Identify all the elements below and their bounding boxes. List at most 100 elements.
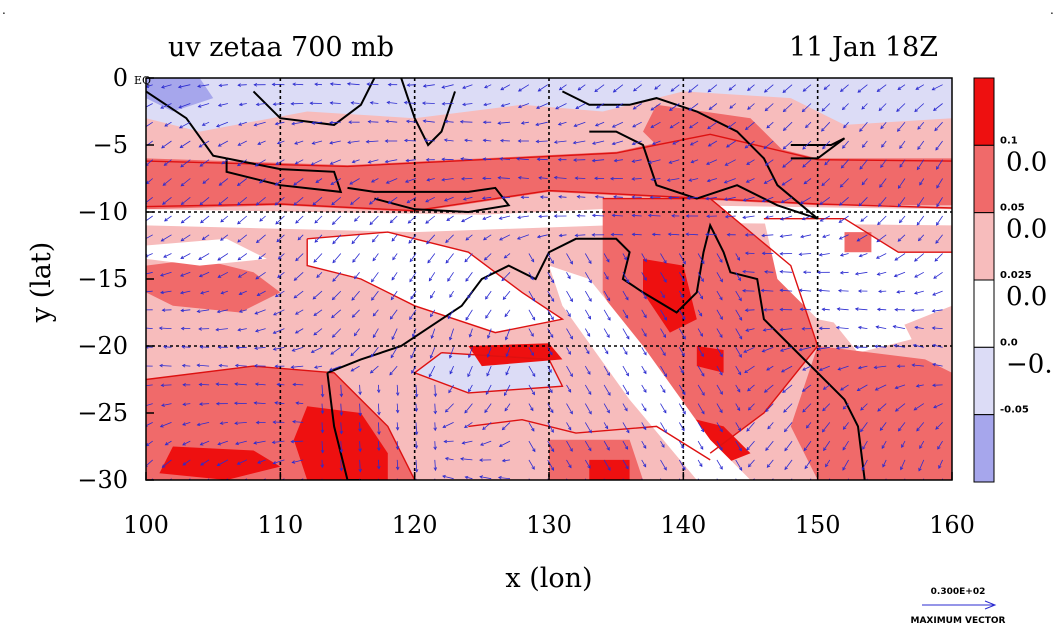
wind-vector xyxy=(378,422,380,435)
wind-vector xyxy=(434,403,436,414)
wind-vector xyxy=(164,121,172,127)
wind-vector xyxy=(716,253,723,263)
wind-vector xyxy=(359,422,361,432)
wind-vector-head xyxy=(313,331,318,336)
wind-vector xyxy=(916,159,925,170)
wind-vector-head xyxy=(594,195,599,199)
wind-vector-head xyxy=(588,429,592,434)
wind-vector xyxy=(660,347,666,356)
wind-vector-head xyxy=(479,458,483,462)
wind-vector xyxy=(612,121,624,128)
wind-vector xyxy=(894,271,906,277)
max-vector-legend: 0.300E+02 MAXIMUM VECTOR xyxy=(910,587,1005,626)
wind-vector xyxy=(622,440,628,450)
wind-vector xyxy=(442,475,454,480)
wind-vector xyxy=(880,159,887,168)
wind-vector xyxy=(483,103,492,106)
wind-vector xyxy=(332,215,342,225)
wind-vector-head xyxy=(719,409,723,414)
wind-vector xyxy=(877,215,887,225)
wind-vector xyxy=(528,253,535,263)
wind-vector xyxy=(716,365,723,376)
wind-vector xyxy=(781,196,793,203)
wind-vector-head xyxy=(861,181,866,186)
wind-vector-head xyxy=(390,354,394,359)
wind-vector xyxy=(584,403,592,415)
wind-vector xyxy=(840,178,849,188)
wind-vector-head xyxy=(569,448,573,452)
wind-vector xyxy=(378,403,380,415)
wind-vector xyxy=(914,253,925,262)
wind-vector xyxy=(442,422,454,428)
wind-vector xyxy=(822,234,830,238)
wind-vector-head xyxy=(499,138,504,143)
wind-vector-head xyxy=(574,176,579,180)
wind-vector xyxy=(434,384,436,397)
wind-vector xyxy=(275,290,285,298)
wind-vector xyxy=(237,459,247,465)
wind-vector xyxy=(697,290,703,300)
wind-vector xyxy=(275,215,285,225)
wind-vector-head xyxy=(747,106,751,110)
wind-vector-head xyxy=(273,312,277,316)
wind-vector xyxy=(859,159,868,170)
wind-vector xyxy=(803,84,812,92)
wind-vector xyxy=(840,253,849,256)
wind-vector-head xyxy=(706,178,711,183)
wind-vector xyxy=(804,459,812,469)
wind-vector-head xyxy=(460,457,464,461)
wind-vector-head xyxy=(763,89,768,93)
wind-vector xyxy=(179,121,191,129)
wind-vector xyxy=(842,140,849,149)
wind-vector-head xyxy=(497,121,501,125)
wind-vector-head xyxy=(577,87,582,91)
wind-vector-head xyxy=(706,214,710,219)
wind-vector xyxy=(648,159,661,164)
colorbar-swatch xyxy=(973,77,995,146)
wind-vector-head xyxy=(331,221,336,226)
wind-vector-head xyxy=(255,482,258,485)
wind-vector xyxy=(632,178,642,180)
wind-vector-head xyxy=(180,308,184,313)
wind-vector xyxy=(566,253,573,265)
wind-vector-head xyxy=(276,238,280,243)
wind-vector xyxy=(841,159,849,169)
wind-vector-head xyxy=(936,184,940,189)
wind-vector-head xyxy=(484,276,489,281)
wind-vector-head xyxy=(553,140,558,144)
wind-vector-head xyxy=(389,316,394,320)
wind-vector-head xyxy=(861,105,866,110)
wind-vector xyxy=(912,364,924,367)
wind-vector-head xyxy=(667,232,672,237)
wind-vector xyxy=(354,272,360,279)
wind-vector xyxy=(678,290,684,298)
wind-vector-head xyxy=(876,88,881,93)
wind-vector-head xyxy=(835,346,840,350)
wind-vector xyxy=(566,347,571,355)
wind-vector xyxy=(876,234,887,243)
colorbar-swatch xyxy=(973,144,995,214)
wind-vector xyxy=(577,84,586,91)
wind-vector-head xyxy=(216,309,221,314)
wind-vector xyxy=(390,309,398,320)
wind-vector-head xyxy=(839,88,844,92)
wind-vector-head xyxy=(198,256,202,260)
x-tick-label: 150 xyxy=(795,511,841,539)
wind-vector-head xyxy=(767,483,770,486)
wind-vector xyxy=(349,178,360,185)
wind-vector-head xyxy=(841,106,846,111)
wind-vector-head xyxy=(538,176,542,180)
wind-vector-head xyxy=(916,166,921,171)
wind-vector-head xyxy=(764,270,768,274)
wind-vector-head xyxy=(805,124,809,129)
wind-vector-head xyxy=(428,277,433,282)
wind-vector-head xyxy=(217,257,222,261)
wind-vector-head xyxy=(662,334,667,339)
wind-vector xyxy=(818,289,830,292)
wind-vector-head xyxy=(663,278,667,283)
wind-vector xyxy=(408,234,417,244)
wind-vector-head xyxy=(550,316,554,321)
wind-vector-head xyxy=(485,391,490,396)
wind-vector xyxy=(160,422,172,428)
colorbar-big-label: 0.0 xyxy=(1006,147,1047,177)
